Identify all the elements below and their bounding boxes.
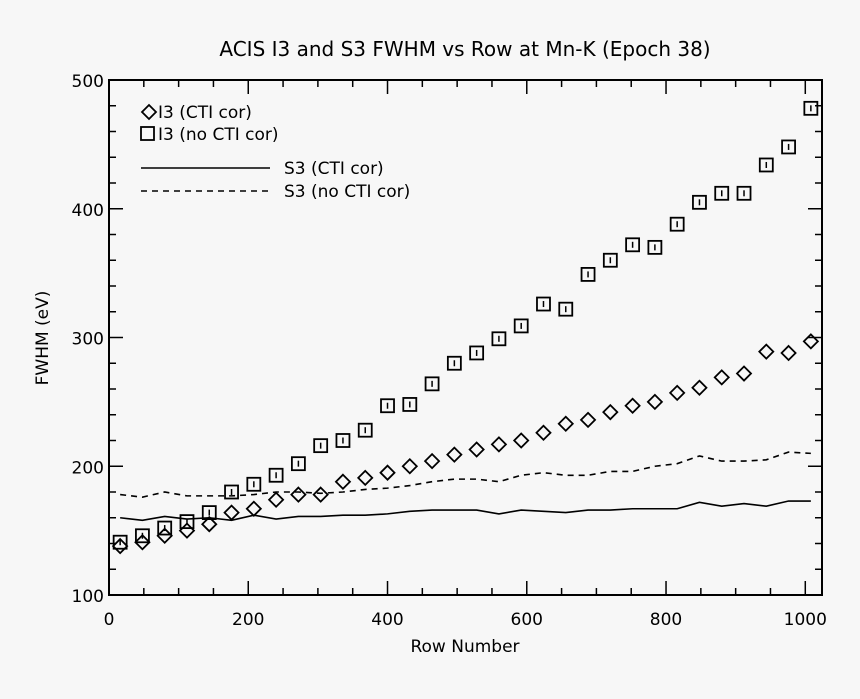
y-tick-label: 200: [72, 458, 104, 478]
i3-cti-point: [423, 452, 441, 470]
i3-nocti-point: [179, 514, 195, 530]
i3-cti-point: [557, 415, 575, 433]
i3-nocti-point: [602, 252, 618, 268]
i3-cti-point: [134, 533, 151, 551]
i3-nocti-point: [380, 398, 395, 414]
legend-label-i3-cti: I3 (CTI cor): [158, 103, 252, 123]
i3-nocti-point: [781, 139, 796, 155]
i3-cti-point: [512, 432, 530, 449]
i3-cti-point: [646, 393, 664, 411]
i3-cti-point: [446, 446, 463, 463]
y-tick-label: 400: [72, 201, 104, 221]
i3-cti-point: [267, 491, 285, 508]
i3-nocti-point: [625, 237, 641, 253]
i3-nocti-point: [157, 520, 173, 536]
chart-title: ACIS I3 and S3 FWHM vs Row at Mn-K (Epoc…: [219, 37, 710, 61]
i3-nocti-point: [714, 185, 730, 201]
i3-nocti-point: [558, 301, 574, 317]
i3-nocti-point: [446, 355, 462, 371]
legend: I3 (CTI cor) I3 (no CTI cor) S3 (CTI cor…: [140, 103, 410, 202]
i3-nocti-point: [692, 194, 707, 210]
data-marks: [111, 100, 820, 555]
x-tick-label: 400: [371, 610, 403, 630]
i3-cti-point: [758, 343, 775, 360]
i3-cti-point: [735, 365, 753, 382]
legend-label-i3-nocti: I3 (no CTI cor): [158, 125, 279, 145]
i3-nocti-point: [313, 438, 329, 454]
i3-nocti-point: [201, 505, 217, 521]
i3-nocti-point: [335, 433, 351, 448]
i3-cti-point: [401, 457, 419, 475]
y-tick-label: 300: [72, 330, 104, 350]
i3-nocti-point: [224, 484, 239, 500]
legend-label-s3-cti: S3 (CTI cor): [284, 159, 384, 179]
x-tick-label: 600: [511, 610, 543, 630]
x-tick-label: 200: [232, 610, 264, 630]
i3-cti-point: [535, 424, 552, 442]
i3-cti-point: [312, 486, 329, 503]
i3-nocti-point: [758, 157, 774, 173]
i3-cti-point: [111, 537, 129, 555]
i3-nocti-point: [647, 239, 663, 255]
i3-nocti-point: [513, 318, 529, 334]
i3-cti-point: [691, 379, 708, 396]
axes: 0 200 400 600 800 1000 100 200 300 400 500: [72, 72, 827, 630]
i3-nocti-point: [268, 467, 284, 483]
s3-cti-line: [120, 500, 811, 522]
x-axis-label: Row Number: [410, 637, 519, 657]
i3-nocti-point: [402, 397, 418, 412]
i3-cti-point: [713, 369, 731, 386]
i3-cti-point: [379, 464, 396, 481]
i3-nocti-point: [736, 185, 752, 201]
i3-cti-point: [668, 384, 686, 402]
i3-cti-point: [223, 504, 240, 521]
i3-cti-point: [468, 441, 485, 458]
i3-cti-point: [602, 403, 619, 421]
i3-nocti-point: [669, 216, 685, 232]
i3-nocti-point: [112, 534, 128, 550]
x-tick-label: 1000: [784, 610, 827, 630]
i3-nocti-point: [290, 456, 306, 472]
x-tick-label: 0: [104, 610, 115, 630]
i3-cti-point: [334, 473, 352, 490]
i3-nocti-point: [135, 528, 150, 544]
i3-nocti-point: [357, 422, 373, 438]
i3-cti-point: [156, 527, 173, 545]
s3-nocti-line: [120, 451, 811, 498]
y-axis-label: FWHM (eV): [33, 291, 53, 386]
i3-cti-point: [356, 469, 374, 487]
i3-cti-point: [624, 397, 641, 415]
y-tick-label: 500: [72, 72, 104, 92]
x-tick-label: 800: [650, 610, 682, 630]
y-tick-label: 100: [72, 587, 104, 607]
i3-cti-point: [490, 436, 508, 453]
legend-square-icon: [140, 126, 155, 141]
i3-nocti-point: [580, 267, 596, 282]
i3-nocti-point: [491, 331, 507, 347]
legend-diamond-icon: [140, 103, 158, 121]
i3-nocti-point: [536, 296, 551, 312]
i3-cti-point: [200, 515, 218, 533]
i3-cti-point: [178, 522, 196, 539]
legend-label-s3-nocti: S3 (no CTI cor): [284, 182, 410, 202]
i3-cti-point: [245, 500, 263, 518]
i3-cti-point: [802, 333, 820, 350]
i3-cti-point: [780, 344, 797, 362]
i3-cti-point: [579, 411, 597, 429]
i3-nocti-point: [424, 376, 440, 392]
i3-cti-point: [290, 486, 307, 503]
i3-nocti-point: [469, 345, 485, 361]
i3-nocti-point: [803, 100, 819, 116]
i3-nocti-point: [246, 476, 262, 492]
